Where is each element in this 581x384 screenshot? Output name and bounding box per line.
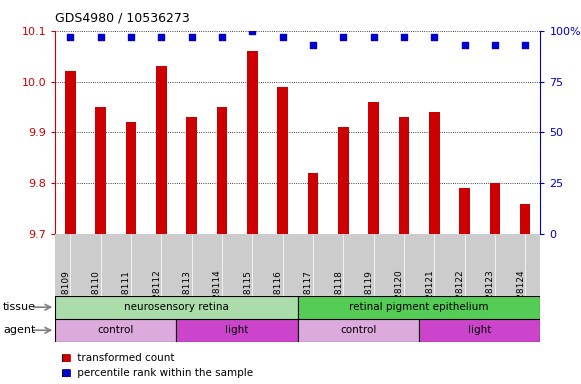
Text: GDS4980 / 10536273: GDS4980 / 10536273 [55, 12, 190, 25]
Text: ■: ■ [61, 368, 71, 378]
Point [399, 34, 408, 40]
Bar [307, 173, 318, 234]
Point [460, 42, 469, 48]
Bar [429, 112, 439, 234]
Bar [399, 117, 409, 234]
Bar [55, 319, 177, 342]
Point [429, 34, 439, 40]
Bar [419, 319, 540, 342]
Bar [177, 319, 297, 342]
Text: neurosensory retina: neurosensory retina [124, 302, 229, 312]
Text: light: light [225, 325, 249, 335]
Bar [490, 183, 500, 234]
Text: agent: agent [3, 325, 35, 335]
Point [369, 34, 378, 40]
Text: ■  transformed count: ■ transformed count [61, 353, 174, 363]
Bar [338, 127, 349, 234]
Point [157, 34, 166, 40]
Bar [368, 102, 379, 234]
Point [490, 42, 500, 48]
Text: control: control [340, 325, 376, 335]
Bar [95, 107, 106, 234]
Text: ■  percentile rank within the sample: ■ percentile rank within the sample [61, 368, 253, 378]
Bar [247, 51, 257, 234]
Point [248, 28, 257, 34]
Text: retinal pigment epithelium: retinal pigment epithelium [349, 302, 489, 312]
Bar [65, 71, 76, 234]
Point [278, 34, 287, 40]
Bar [125, 122, 137, 234]
Bar [520, 204, 530, 234]
Text: ■: ■ [61, 353, 71, 363]
Bar [297, 319, 419, 342]
Bar [297, 296, 540, 319]
Point [339, 34, 348, 40]
Bar [277, 87, 288, 234]
Bar [55, 296, 297, 319]
Point [309, 42, 318, 48]
Point [187, 34, 196, 40]
Bar [459, 189, 470, 234]
Point [126, 34, 135, 40]
Point [217, 34, 227, 40]
Point [66, 34, 75, 40]
Bar [156, 66, 167, 234]
Text: control: control [98, 325, 134, 335]
Bar [187, 117, 197, 234]
Text: tissue: tissue [3, 302, 36, 312]
Text: light: light [468, 325, 492, 335]
Point [96, 34, 105, 40]
Bar [217, 107, 227, 234]
Point [521, 42, 530, 48]
